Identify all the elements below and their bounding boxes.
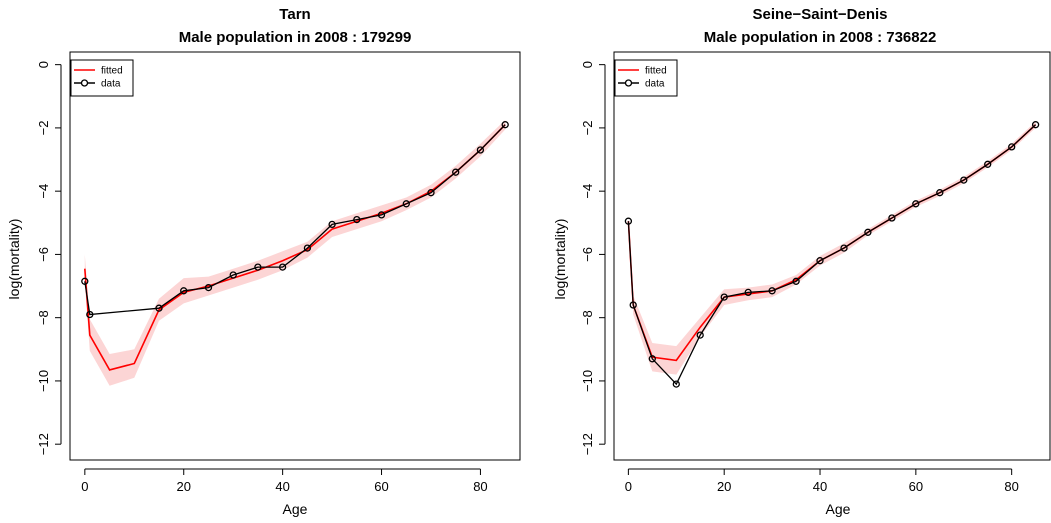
data-point — [629, 301, 637, 309]
y-axis-label: log(mortality) — [6, 219, 22, 300]
y-axis-label: log(mortality) — [552, 219, 568, 300]
data-point — [180, 287, 188, 295]
plot-frame — [613, 51, 1051, 461]
data-point — [328, 220, 336, 229]
data-point — [402, 200, 410, 208]
y-tick-label: −12 — [36, 433, 51, 455]
confidence-band — [84, 120, 506, 386]
y-tick-label: −10 — [580, 370, 595, 392]
data-point — [816, 257, 824, 265]
data-point — [720, 293, 728, 301]
data-point — [1008, 143, 1016, 151]
chart-subtitle: Male population in 2008 : 179299 — [179, 29, 412, 46]
data-point — [984, 160, 992, 168]
data-point — [204, 283, 213, 292]
data-point — [254, 263, 262, 271]
legend-data-label: data — [101, 79, 121, 90]
data-point — [792, 277, 800, 285]
legend: fitted data — [70, 59, 134, 97]
y-tick-label: −6 — [580, 247, 595, 262]
data-point — [377, 211, 386, 219]
y-tick-label: −10 — [36, 370, 51, 392]
y-tick-label: −8 — [580, 310, 595, 325]
data-point — [476, 146, 485, 154]
data-point — [278, 263, 287, 271]
plot-frame — [69, 51, 521, 461]
data-point — [353, 215, 361, 224]
data-point — [86, 310, 94, 319]
x-tick-label: 60 — [909, 479, 923, 494]
x-axis-label: Age — [826, 501, 851, 517]
data-point — [452, 168, 460, 176]
y-tick-label: −6 — [36, 247, 51, 262]
chart-subtitle: Male population in 2008 : 736822 — [704, 29, 937, 46]
data-point — [864, 228, 872, 236]
y-tick-label: −2 — [36, 120, 51, 135]
data-point — [888, 214, 896, 222]
legend-data-marker — [624, 79, 633, 87]
y-tick-label: 0 — [36, 61, 51, 68]
data-point — [936, 189, 944, 197]
chart-panel-seine-saint-denis: Seine−Saint−Denis Male population in 200… — [552, 6, 1051, 517]
legend-fitted-label: fitted — [101, 66, 123, 77]
y-tick-label: 0 — [580, 61, 595, 68]
data-point — [960, 176, 968, 184]
plot-area: 0 20 40 60 80 0 −2 −4 −6 −8 −10 −12 — [36, 51, 521, 494]
data-point — [229, 271, 237, 279]
data-point — [672, 380, 680, 388]
data-point — [501, 121, 509, 129]
x-tick-label: 20 — [177, 479, 191, 494]
y-tick-label: −2 — [580, 120, 595, 135]
x-tick-label: 40 — [813, 479, 827, 494]
y-tick-label: −12 — [580, 433, 595, 455]
legend-box — [70, 59, 134, 97]
x-tick-label: 40 — [275, 479, 289, 494]
data-point — [427, 189, 435, 197]
chart-title: Tarn — [279, 6, 310, 23]
x-tick-label: 0 — [625, 479, 632, 494]
legend-fitted-label: fitted — [645, 66, 667, 77]
data-point — [303, 244, 312, 252]
data-point — [81, 277, 89, 285]
chart-title: Seine−Saint−Denis — [752, 6, 887, 23]
legend-box — [614, 59, 678, 97]
y-tick-label: −8 — [36, 310, 51, 325]
legend: fitted data — [614, 59, 678, 97]
data-point — [768, 287, 776, 295]
legend-data-label: data — [645, 79, 665, 90]
x-tick-label: 80 — [473, 479, 487, 494]
data-point — [912, 200, 920, 208]
data-point — [744, 288, 752, 297]
x-tick-label: 80 — [1004, 479, 1018, 494]
chart-panel-tarn: Tarn Male population in 2008 : 179299 Ag… — [6, 6, 521, 517]
fitted-line — [627, 124, 1037, 362]
data-point — [1031, 121, 1040, 129]
x-tick-label: 20 — [717, 479, 731, 494]
data-point — [624, 217, 633, 225]
confidence-band — [628, 121, 1036, 375]
plot-area: 0 20 40 60 80 0 −2 −4 −6 −8 −10 −12 — [580, 51, 1051, 494]
data-point — [696, 331, 704, 339]
x-tick-label: 0 — [81, 479, 88, 494]
x-tick-label: 60 — [374, 479, 388, 494]
legend-data-marker — [80, 79, 89, 87]
data-point — [155, 304, 163, 312]
data-line — [84, 124, 506, 316]
x-axis-label: Age — [283, 501, 308, 517]
fitted-line — [84, 124, 506, 371]
y-tick-label: −4 — [36, 184, 51, 199]
y-tick-label: −4 — [580, 184, 595, 199]
data-line — [627, 124, 1037, 386]
data-point — [648, 355, 656, 363]
data-point — [840, 244, 848, 252]
